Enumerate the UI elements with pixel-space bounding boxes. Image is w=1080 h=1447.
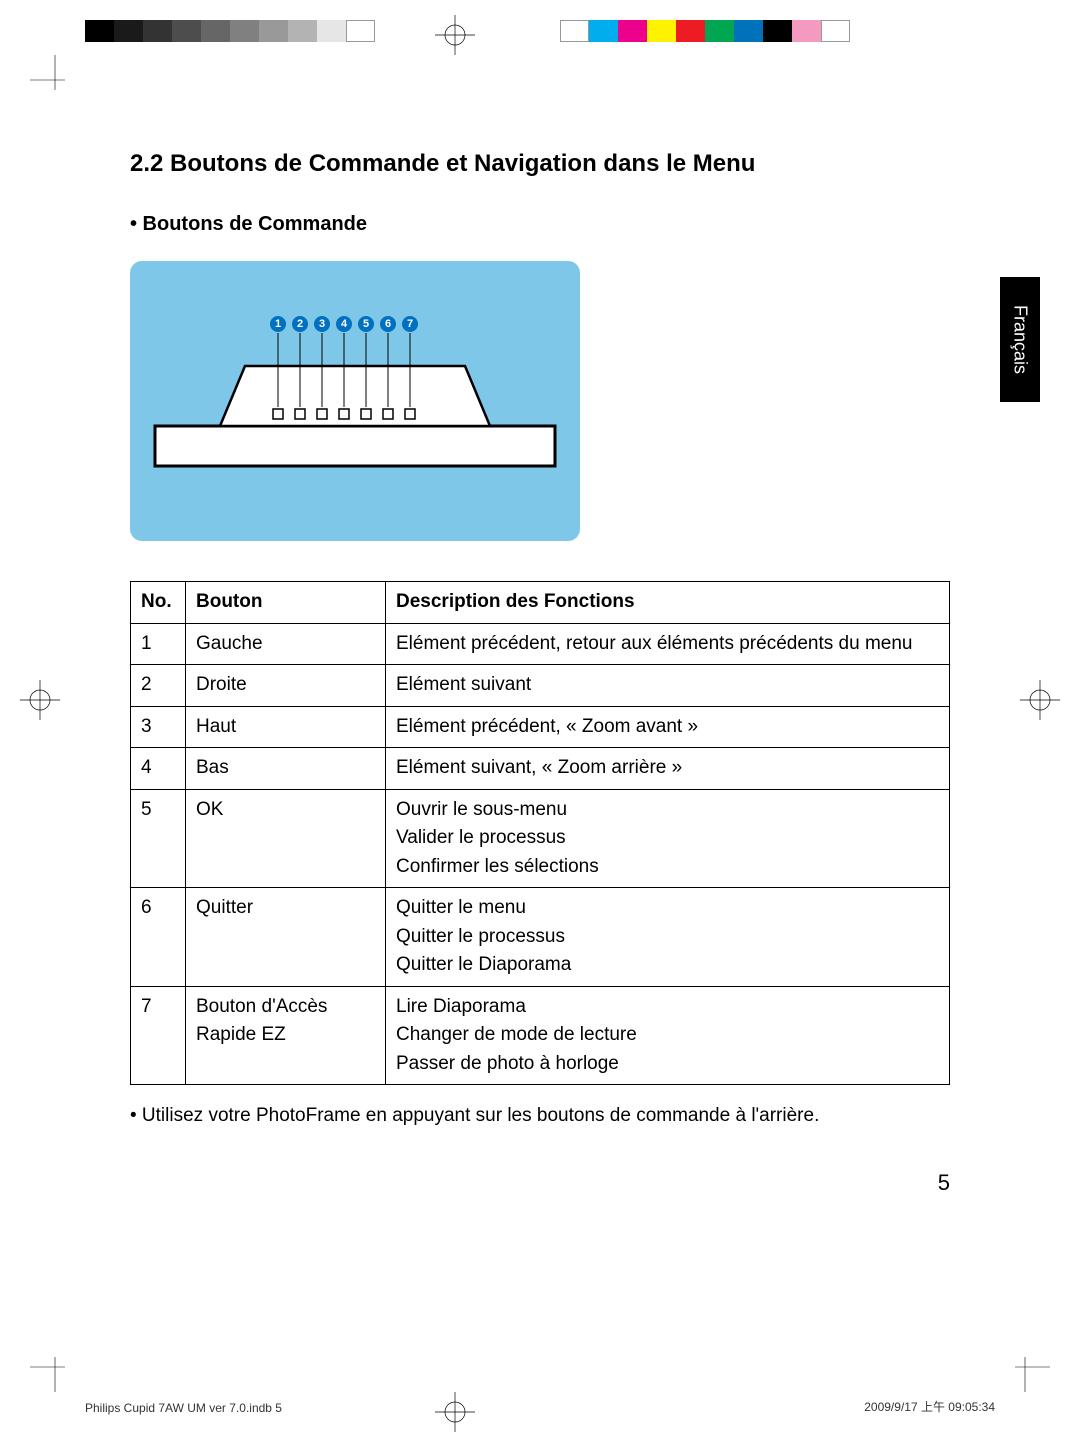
cell-no: 6	[131, 888, 186, 987]
cell-description: Elément suivant	[386, 665, 950, 707]
table-row: 6QuitterQuitter le menuQuitter le proces…	[131, 888, 950, 987]
cell-button: OK	[186, 789, 386, 888]
crop-mark-bl	[30, 1342, 80, 1392]
table-row: 2DroiteElément suivant	[131, 665, 950, 707]
cell-description: Lire DiaporamaChanger de mode de lecture…	[386, 986, 950, 1085]
usage-note: • Utilisez votre PhotoFrame en appuyant …	[130, 1105, 950, 1127]
cell-button: Droite	[186, 665, 386, 707]
cell-no: 5	[131, 789, 186, 888]
footer-filename: Philips Cupid 7AW UM ver 7.0.indb 5	[85, 1401, 282, 1415]
print-colorbar-left	[85, 20, 375, 42]
table-header-row: No. Bouton Description des Fonctions	[131, 582, 950, 624]
crop-mark-tl	[30, 55, 80, 105]
reg-target-top	[435, 15, 475, 55]
cell-description: Elément suivant, « Zoom arrière »	[386, 748, 950, 790]
cell-button: Bas	[186, 748, 386, 790]
table-row: 3HautElément précédent, « Zoom avant »	[131, 706, 950, 748]
cell-description: Elément précédent, retour aux éléments p…	[386, 623, 950, 665]
section-title: 2.2 Boutons de Commande et Navigation da…	[130, 150, 950, 178]
cell-no: 2	[131, 665, 186, 707]
crop-mark-br	[1000, 1342, 1050, 1392]
button-diagram: 1234567	[130, 261, 580, 541]
page-number: 5	[938, 1170, 950, 1196]
reg-target-left	[20, 680, 60, 720]
th-button: Bouton	[186, 582, 386, 624]
buttons-table: No. Bouton Description des Fonctions 1Ga…	[130, 581, 950, 1085]
cell-no: 4	[131, 748, 186, 790]
th-description: Description des Fonctions	[386, 582, 950, 624]
cell-button: Gauche	[186, 623, 386, 665]
page-content: 2.2 Boutons de Commande et Navigation da…	[130, 150, 950, 1127]
language-tab: Français	[1000, 277, 1040, 402]
table-row: 4BasElément suivant, « Zoom arrière »	[131, 748, 950, 790]
th-no: No.	[131, 582, 186, 624]
footer-timestamp: 2009/9/17 上午 09:05:34	[864, 1398, 995, 1415]
cell-no: 7	[131, 986, 186, 1085]
table-body: 1GaucheElément précédent, retour aux élé…	[131, 623, 950, 1085]
cell-button: Haut	[186, 706, 386, 748]
subsection-heading: • Boutons de Commande	[130, 213, 950, 236]
cell-button: Bouton d'Accès Rapide EZ	[186, 986, 386, 1085]
device-illustration	[150, 311, 560, 471]
cell-no: 1	[131, 623, 186, 665]
table-row: 7Bouton d'Accès Rapide EZLire DiaporamaC…	[131, 986, 950, 1085]
reg-target-bottom	[435, 1392, 475, 1432]
cell-description: Elément précédent, « Zoom avant »	[386, 706, 950, 748]
reg-target-right	[1020, 680, 1060, 720]
print-colorbar-right	[560, 20, 850, 42]
cell-description: Ouvrir le sous-menuValider le processusC…	[386, 789, 950, 888]
table-row: 1GaucheElément précédent, retour aux élé…	[131, 623, 950, 665]
cell-button: Quitter	[186, 888, 386, 987]
cell-no: 3	[131, 706, 186, 748]
cell-description: Quitter le menuQuitter le processusQuitt…	[386, 888, 950, 987]
table-row: 5OKOuvrir le sous-menuValider le process…	[131, 789, 950, 888]
